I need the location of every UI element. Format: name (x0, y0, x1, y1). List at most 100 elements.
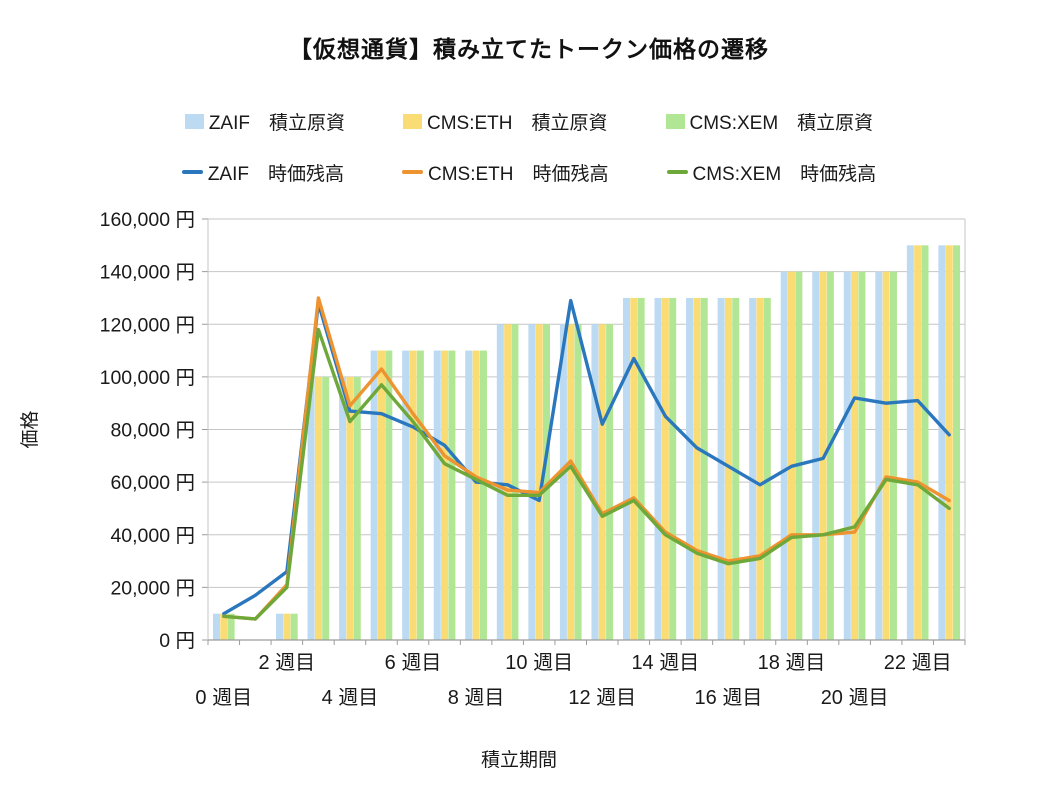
x-tick-label-upper: 22 週目 (884, 651, 952, 674)
bar-week4-series2 (353, 376, 361, 640)
bar-week13-series2 (637, 297, 645, 640)
bar-week19-series2 (826, 271, 834, 640)
y-tick-label: 100,000 円 (100, 367, 195, 389)
bar-week11-series0 (559, 324, 567, 640)
bar-week7-series1 (441, 350, 449, 640)
bar-week15-series2 (700, 297, 708, 640)
bar-week3-series0 (307, 376, 315, 640)
legend-label: ZAIF 積立原資 (208, 112, 345, 134)
bar-week6-series2 (416, 350, 424, 640)
y-tick-label: 120,000 円 (100, 314, 195, 336)
bar-week4-series1 (346, 376, 354, 640)
bar-week0-series0 (212, 613, 220, 640)
bar-week10-series2 (542, 324, 551, 640)
legend-item-bar-1: CMS:ETH 積立原資 (402, 108, 608, 135)
bar-week8-series2 (479, 350, 487, 640)
bar-week9-series0 (496, 324, 504, 640)
y-tick-label: 160,000 円 (100, 209, 195, 231)
bar-week14-series0 (654, 297, 662, 640)
bar-week7-series2 (448, 350, 456, 640)
bar-week6-series0 (402, 350, 410, 640)
bar-week12-series0 (591, 324, 599, 640)
bar-week18-series2 (795, 271, 803, 640)
x-tick-label-lower: 20 週目 (821, 686, 889, 709)
bar-week8-series0 (465, 350, 473, 640)
legend-label: CMS:XEM 積立原資 (689, 112, 874, 134)
legend-item-line-2: CMS:XEM 時価残高 (666, 159, 877, 186)
bar-week19-series0 (812, 271, 820, 640)
legend-row-bars: ZAIF 積立原資 CMS:ETH 積立原資 CMS:XEM 積立原資 (0, 106, 1058, 136)
bar-week22-series1 (914, 245, 922, 640)
y-tick-label: 80,000 円 (110, 420, 195, 442)
bar-week16-series0 (717, 297, 725, 640)
bar-week20-series1 (851, 271, 859, 640)
legend-line-swatch-icon (401, 170, 423, 174)
bar-week6-series1 (409, 350, 417, 640)
chart-title: 【仮想通貨】積み立てたトークン価格の遷移 (289, 36, 769, 62)
bar-week9-series2 (511, 324, 519, 640)
bar-week12-series1 (598, 324, 606, 640)
legend-bar-swatch-icon (665, 113, 685, 129)
x-tick-label-upper: 10 週目 (505, 651, 573, 674)
bar-week3-series1 (314, 376, 322, 640)
x-tick-label-lower: 0 週目 (195, 686, 252, 709)
bar-week13-series0 (622, 297, 631, 640)
x-tick-label-upper: 14 週目 (631, 651, 699, 674)
legend-item-bar-2: CMS:XEM 積立原資 (665, 108, 874, 135)
bar-week18-series1 (788, 271, 796, 640)
bar-week11-series1 (567, 324, 575, 640)
bar-week23-series0 (938, 245, 946, 640)
bar-week18-series0 (780, 271, 788, 640)
legend-label: CMS:ETH 時価残高 (427, 163, 609, 185)
legend-item-bar-0: ZAIF 積立原資 (184, 108, 345, 135)
line-series1 (222, 296, 951, 621)
legend-line-swatch-icon (181, 170, 203, 174)
bar-week13-series1 (630, 297, 638, 640)
x-tick-label-lower: 12 週目 (568, 686, 636, 709)
legend-bar-swatch-icon (184, 113, 204, 129)
y-tick-label: 60,000 円 (110, 472, 195, 494)
bar-week16-series1 (724, 297, 732, 640)
y-tick-label: 20,000 円 (110, 577, 195, 599)
bar-week2-series1 (283, 613, 291, 640)
bar-week11-series2 (574, 324, 582, 640)
bar-week14-series1 (661, 297, 669, 640)
bar-week17-series2 (763, 297, 771, 640)
legend-item-line-0: ZAIF 時価残高 (181, 159, 344, 186)
bar-week4-series0 (339, 376, 347, 640)
legend-bar-swatch-icon (402, 113, 422, 129)
bar-week0-series2 (227, 613, 235, 640)
x-tick-label-upper: 2 週目 (259, 651, 316, 674)
bar-week23-series1 (945, 245, 953, 640)
bar-week15-series1 (693, 297, 701, 640)
bar-week22-series2 (921, 245, 929, 640)
legend-label: CMS:XEM 時価残高 (692, 163, 877, 185)
bar-week5-series1 (377, 350, 385, 640)
bar-week0-series1 (220, 613, 228, 640)
bar-week8-series1 (472, 350, 480, 640)
y-axis-title: 価格 (19, 410, 41, 448)
x-axis-title: 積立期間 (481, 749, 557, 771)
x-tick-label-lower: 8 週目 (448, 686, 505, 709)
bar-week12-series2 (606, 324, 614, 640)
bar-week2-series2 (290, 613, 298, 640)
bar-week7-series0 (433, 350, 441, 640)
bar-week2-series0 (276, 613, 284, 640)
bar-week5-series0 (370, 350, 378, 640)
x-tick-label-lower: 4 週目 (322, 686, 379, 709)
bar-week23-series2 (953, 245, 961, 640)
bar-week22-series0 (906, 245, 914, 640)
bar-week5-series2 (385, 350, 393, 640)
bar-week21-series1 (882, 271, 890, 640)
y-tick-label: 140,000 円 (100, 262, 195, 284)
bar-week14-series2 (669, 297, 677, 640)
bar-week10-series0 (528, 324, 536, 640)
x-tick-label-upper: 18 週目 (758, 651, 826, 674)
bar-week21-series0 (875, 271, 883, 640)
bar-week17-series0 (749, 297, 757, 640)
bar-week10-series1 (535, 324, 543, 640)
x-tick-label-upper: 6 週目 (385, 651, 442, 674)
bar-week20-series2 (858, 271, 866, 640)
